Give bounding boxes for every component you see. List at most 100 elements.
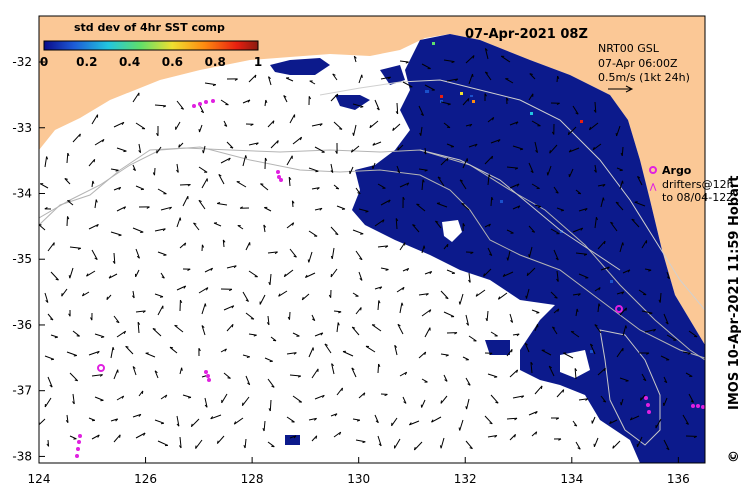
current-arrow	[174, 325, 184, 333]
current-arrowhead	[319, 123, 323, 127]
current-arrowhead	[293, 435, 297, 439]
current-arrow	[399, 302, 403, 314]
current-arrow	[50, 271, 59, 281]
current-arrow	[592, 143, 602, 151]
current-arrowhead	[234, 78, 238, 81]
current-arrowhead	[101, 336, 105, 338]
current-arrow	[616, 125, 621, 137]
data-gap	[442, 220, 462, 242]
current-arrowhead	[169, 206, 172, 210]
current-arrow	[377, 300, 380, 311]
current-arrow	[330, 93, 339, 102]
current-arrow	[330, 226, 339, 236]
current-arrowhead	[375, 420, 379, 424]
current-arrowhead	[190, 423, 193, 427]
current-arrowhead	[73, 355, 77, 357]
current-arrowhead	[291, 200, 295, 204]
current-arrow	[465, 314, 469, 326]
current-arrowhead	[115, 418, 119, 422]
current-scale-label: 0.5m/s (1kt 24h)	[598, 71, 690, 84]
current-arrowhead	[489, 422, 493, 425]
current-arrow	[638, 289, 647, 296]
current-arrowhead	[371, 165, 374, 169]
current-arrow	[641, 240, 648, 249]
current-arrowhead	[514, 434, 516, 438]
current-arrow	[421, 179, 424, 191]
current-arrowhead	[529, 73, 533, 75]
current-arrow	[44, 397, 52, 408]
current-arrow	[418, 293, 429, 296]
current-arrow	[550, 291, 558, 299]
current-arrow	[222, 239, 225, 248]
current-arrowhead	[402, 196, 405, 200]
current-arrowhead	[239, 206, 243, 209]
current-arrowhead	[315, 435, 318, 439]
current-arrow	[160, 206, 172, 211]
current-arrow	[50, 334, 58, 338]
current-arrow	[308, 230, 318, 237]
current-arrowhead	[205, 287, 209, 291]
current-arrowhead	[268, 281, 271, 286]
current-arrow	[72, 133, 81, 143]
current-arrow	[135, 310, 146, 313]
current-arrowhead	[472, 73, 474, 78]
current-arrow	[264, 357, 273, 362]
current-arrow	[333, 310, 342, 313]
current-arrow	[66, 351, 77, 356]
current-arrowhead	[97, 434, 100, 438]
current-arrow	[365, 345, 376, 353]
current-arrow	[528, 225, 536, 233]
current-arrow	[575, 441, 581, 450]
current-arrowhead	[535, 411, 538, 415]
current-arrowhead	[198, 129, 200, 133]
current-arrowhead	[360, 233, 364, 235]
current-arrow	[569, 147, 580, 153]
current-arrow	[135, 248, 140, 259]
current-arrows	[39, 48, 698, 451]
current-arrow	[179, 184, 191, 186]
current-arrow	[137, 322, 140, 334]
current-arrowhead	[484, 93, 487, 97]
current-arrow	[666, 271, 670, 279]
current-arrowhead	[625, 380, 629, 382]
current-arrowhead	[467, 383, 471, 386]
current-arrow	[154, 293, 164, 298]
current-arrow	[157, 188, 167, 195]
current-arrowhead	[351, 367, 355, 371]
current-arrowhead	[222, 239, 226, 243]
current-arrowhead	[231, 324, 234, 328]
current-arrowhead	[350, 149, 353, 153]
y-tick-label: -38	[12, 449, 32, 463]
current-arrowhead	[336, 93, 339, 98]
current-arrowhead	[394, 344, 398, 348]
current-arrowhead	[179, 217, 182, 221]
x-tick-label: 132	[454, 472, 477, 486]
current-arrowhead	[593, 109, 597, 113]
current-arrowhead	[379, 286, 383, 290]
current-arrowhead	[247, 99, 251, 103]
current-arrow	[551, 326, 558, 335]
current-arrow	[443, 59, 455, 63]
current-arrow	[138, 143, 142, 153]
current-arrow	[69, 267, 74, 279]
current-arrowhead	[494, 435, 498, 438]
current-arrow	[69, 246, 81, 249]
current-arrowhead	[179, 299, 183, 304]
current-arrowhead	[233, 421, 237, 425]
current-arrow	[292, 395, 302, 403]
current-arrow	[154, 228, 166, 232]
current-arrow	[688, 330, 698, 338]
current-arrow	[578, 208, 588, 212]
current-arrowhead	[260, 183, 264, 185]
current-arrowhead	[255, 142, 259, 146]
current-arrow	[110, 418, 118, 422]
current-arrowhead	[437, 176, 441, 179]
current-arrow	[311, 314, 316, 321]
current-arrowhead	[556, 278, 559, 282]
current-arrowhead	[228, 157, 231, 161]
colorbar: std dev of 4hr SST comp 0 0.2 0.4 0.6 0.8 1	[40, 21, 262, 69]
current-arrow	[135, 432, 146, 439]
current-arrow	[374, 414, 379, 423]
current-arrow	[88, 158, 96, 167]
current-arrow	[135, 122, 146, 130]
